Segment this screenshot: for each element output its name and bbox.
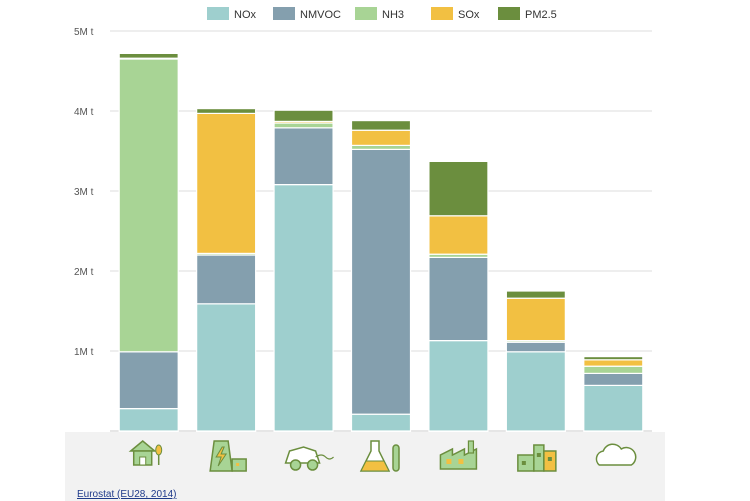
bar-segment-nox[interactable] [583,384,644,432]
legend-label[interactable]: SOx [458,9,480,21]
y-tick-label: 2M t [74,267,94,278]
energy-production-icon [209,440,247,472]
solvent-use-icon [359,440,400,472]
bar-segment-nh3[interactable] [350,144,412,150]
agriculture-icon [128,440,163,466]
bar-segment-pm2-5[interactable] [505,290,566,299]
bar-segment-nmvoc[interactable] [196,254,257,305]
y-tick-label: 1M t [74,347,94,358]
bar-segment-sox[interactable] [583,359,644,367]
bar-segment-nmvoc[interactable] [350,148,412,415]
bar-segment-nmvoc[interactable] [118,351,179,410]
bar-segment-sox[interactable] [196,112,257,255]
bar-segment-nox[interactable] [196,303,257,432]
bar-segment-pm2-5[interactable] [350,119,412,131]
bar-segment-nox[interactable] [428,340,489,432]
legend-swatch [431,7,453,20]
legend-swatch [207,7,229,20]
road-transport-icon [284,446,334,471]
y-tick-label: 3M t [74,187,94,198]
legend-swatch [498,7,520,20]
legend-label[interactable]: PM2.5 [525,9,557,21]
bar-segment-sox[interactable] [505,297,566,342]
bar-segment-nox[interactable] [505,351,566,432]
legend-swatch [355,7,377,20]
bar-segment-nox[interactable] [118,408,179,432]
bar-segment-pm2-5[interactable] [196,107,257,114]
commercial-household-icon [439,440,478,470]
bar-segment-pm2-5[interactable] [428,160,489,217]
industry-icon [517,444,557,472]
bar-segment-pm2-5[interactable] [118,52,179,59]
y-tick-label: 5M t [74,27,94,38]
bar-segment-nox[interactable] [273,184,334,432]
bar-segment-nh3[interactable] [273,122,334,129]
legend-label[interactable]: NMVOC [300,9,341,21]
bar-segment-nmvoc[interactable] [505,341,566,353]
bar-segment-nh3[interactable] [583,365,644,375]
y-axis: 1M t 2M t 3M t 4M t 5M t [74,27,94,358]
other-icon [595,443,637,466]
bar-segment-sox[interactable] [350,129,412,146]
bar-segment-sox[interactable] [428,215,489,255]
legend-label[interactable]: NH3 [382,9,404,21]
bar-segment-nmvoc[interactable] [583,372,644,386]
source-link[interactable]: Eurostat (EU28, 2014) [77,489,177,500]
legend-label[interactable]: NOx [234,9,257,21]
bar-segment-pm2-5[interactable] [273,109,334,122]
legend-swatch [273,7,295,20]
bar-segment-nox[interactable] [350,413,412,432]
bars [118,52,644,432]
y-tick-label: 4M t [74,107,94,118]
bar-segment-pm2-5[interactable] [583,356,644,361]
category-icons [128,440,637,472]
legend: NOx NMVOC NH3 SOx PM2.5 [207,7,557,21]
bar-segment-nmvoc[interactable] [428,256,489,342]
bar-segment-nh3[interactable] [118,58,179,353]
bar-segment-nmvoc[interactable] [273,127,334,186]
